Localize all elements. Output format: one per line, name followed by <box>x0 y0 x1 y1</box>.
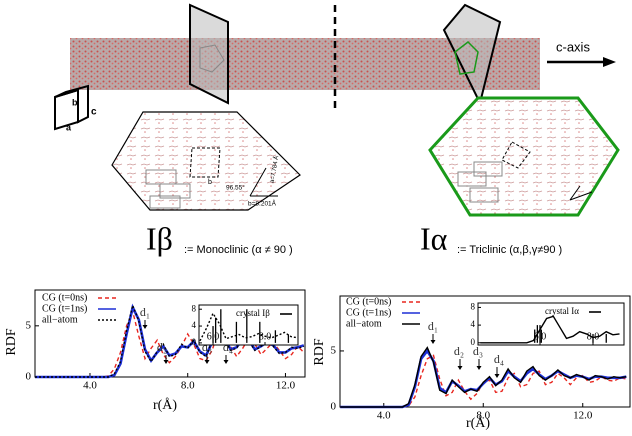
page: {"figure": {"axis_label": "c-axis", "cel… <box>0 0 632 431</box>
param-label: b <box>208 179 212 186</box>
legend-label: CG (t=1ns) <box>346 307 391 318</box>
phase-description: := Monoclinic (α ≠ 90 ) <box>184 244 293 256</box>
arrow-head <box>143 325 148 329</box>
crystal-section <box>430 98 618 215</box>
series-line <box>340 351 626 407</box>
inset-legend-label: crystal Iβ <box>236 308 270 318</box>
x-tick-label: 8.0 <box>181 380 195 392</box>
series-line <box>340 355 626 407</box>
series-line <box>340 348 626 407</box>
phase-symbol: Iβ <box>146 220 173 256</box>
inset-y-tick-label: 4 <box>471 319 476 329</box>
y-axis-label: RDF <box>312 338 327 365</box>
inset-y-tick-label: 8 <box>471 301 476 311</box>
x-tick-label: 4.0 <box>83 380 97 392</box>
peak-label: d₂ <box>157 340 167 354</box>
peak-label: d₂ <box>454 344 464 358</box>
inset-y-tick-label: 0 <box>192 337 197 347</box>
param-label: 96.55° <box>226 184 245 192</box>
y-tick-label: 5 <box>331 344 337 356</box>
arrow-head <box>495 374 500 378</box>
cell-label: b <box>72 97 78 107</box>
param-label: b=8.201Å <box>248 199 277 208</box>
crystal-section <box>112 112 300 210</box>
figure: c-axis b a c b 96.55° a=7.784 Å b=8.201Å… <box>0 0 632 431</box>
y-tick-label: 5 <box>26 319 32 331</box>
arrow-head <box>164 360 169 364</box>
y-axis-label: RDF <box>4 328 19 355</box>
arrow-head <box>224 360 229 364</box>
inset-legend-label: crystal Iα <box>545 306 579 316</box>
unit-cell <box>55 86 88 129</box>
phase-description: := Triclinic (α,β,γ≠90 ) <box>457 244 562 256</box>
arrow-head <box>458 366 463 370</box>
inset-y-tick-label: 8 <box>192 303 197 313</box>
peak-label: d₁ <box>140 305 150 319</box>
legend-label: all−atom <box>346 318 382 329</box>
legend-label: CG (t=0ns) <box>346 296 391 307</box>
inset-y-tick-label: 4 <box>192 320 197 330</box>
arrow-head <box>603 57 616 67</box>
cell-label: c <box>91 107 97 118</box>
x-tick-label: 12.0 <box>573 410 593 422</box>
y-tick-label: 0 <box>331 401 337 413</box>
x-tick-label: 12.0 <box>276 380 296 392</box>
phase-symbol: Iα <box>420 220 448 256</box>
peak-label: d₄ <box>494 352 504 366</box>
inset-y-tick-label: 0 <box>471 337 476 347</box>
y-tick-label: 0 <box>26 371 32 383</box>
arrow-head <box>431 340 436 344</box>
peak-label: d₁ <box>428 319 438 333</box>
axis-label: c-axis <box>556 39 590 54</box>
legend-label: CG (t=0ns) <box>42 292 87 303</box>
arrow-head <box>477 366 482 370</box>
x-tick-label: 4.0 <box>377 410 391 422</box>
arrow-head <box>205 360 210 364</box>
x-axis-label: r(Å) <box>153 397 177 413</box>
legend-label: CG (t=1ns) <box>42 303 87 314</box>
legend-label: all−atom <box>42 314 78 325</box>
x-axis-label: r(Å) <box>466 415 490 431</box>
